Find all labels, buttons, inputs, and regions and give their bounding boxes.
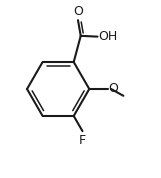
Text: F: F — [79, 134, 86, 147]
Text: O: O — [108, 82, 118, 96]
Text: OH: OH — [98, 30, 117, 43]
Text: O: O — [73, 5, 83, 18]
